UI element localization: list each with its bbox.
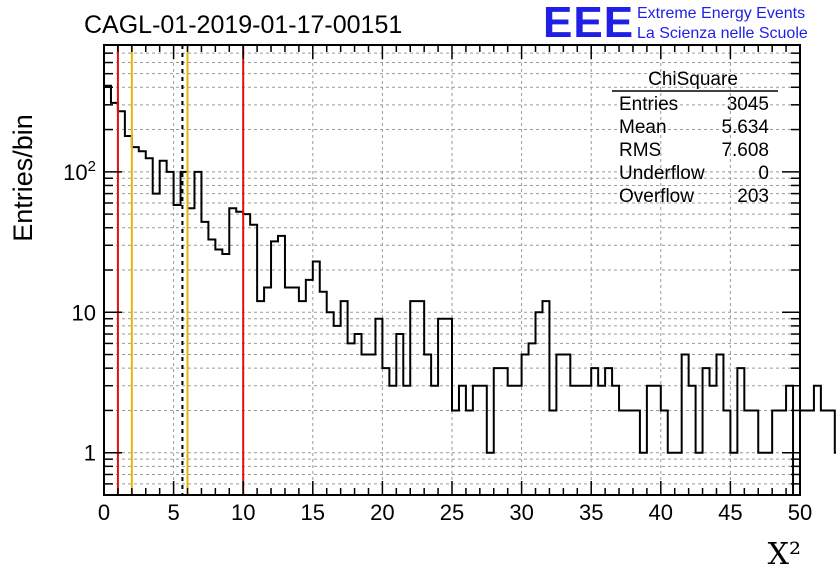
stats-underflow-label: Underflow bbox=[619, 163, 705, 184]
eee-logo-line2: La Scienza nelle Scuole bbox=[637, 25, 808, 42]
x-tick-label: 15 bbox=[301, 500, 325, 525]
y-tick-label: 102 bbox=[63, 158, 96, 185]
chart-title: CAGL-01-2019-01-17-00151 bbox=[84, 11, 402, 39]
stats-rms-value: 7.608 bbox=[721, 140, 769, 161]
x-tick-label: 5 bbox=[167, 500, 179, 525]
eee-logo-mark: EEE bbox=[543, 0, 635, 47]
x-tick-label: 20 bbox=[370, 500, 394, 525]
x-axis-label: X² bbox=[768, 537, 801, 572]
eee-logo-line1: Extreme Energy Events bbox=[637, 5, 806, 22]
stats-entries-value: 3045 bbox=[727, 94, 769, 115]
stats-overflow-value: 203 bbox=[737, 186, 769, 207]
x-tick-label: 40 bbox=[649, 500, 673, 525]
x-tick-label: 10 bbox=[231, 500, 255, 525]
histogram-outline bbox=[103, 84, 836, 496]
stats-mean-label: Mean bbox=[619, 117, 667, 138]
y-tick-label: 1 bbox=[84, 441, 96, 466]
eee-logo: EEE Extreme Energy Events La Scienza nel… bbox=[543, 0, 833, 47]
y-tick-label: 10 bbox=[72, 300, 96, 325]
stats-overflow-label: Overflow bbox=[619, 186, 694, 207]
stats-underflow-value: 0 bbox=[758, 163, 769, 184]
x-tick-label: 30 bbox=[509, 500, 533, 525]
x-tick-label: 50 bbox=[788, 500, 812, 525]
stats-mean-value: 5.634 bbox=[721, 117, 769, 138]
x-tick-label: 0 bbox=[98, 500, 110, 525]
y-axis-label: Entries/bin bbox=[8, 114, 38, 242]
stats-rms-label: RMS bbox=[619, 140, 661, 161]
stats-entries-label: Entries bbox=[619, 94, 678, 115]
stats-title: ChiSquare bbox=[648, 69, 738, 90]
x-tick-label: 35 bbox=[579, 500, 603, 525]
x-tick-label: 45 bbox=[718, 500, 742, 525]
x-tick-label: 25 bbox=[440, 500, 464, 525]
